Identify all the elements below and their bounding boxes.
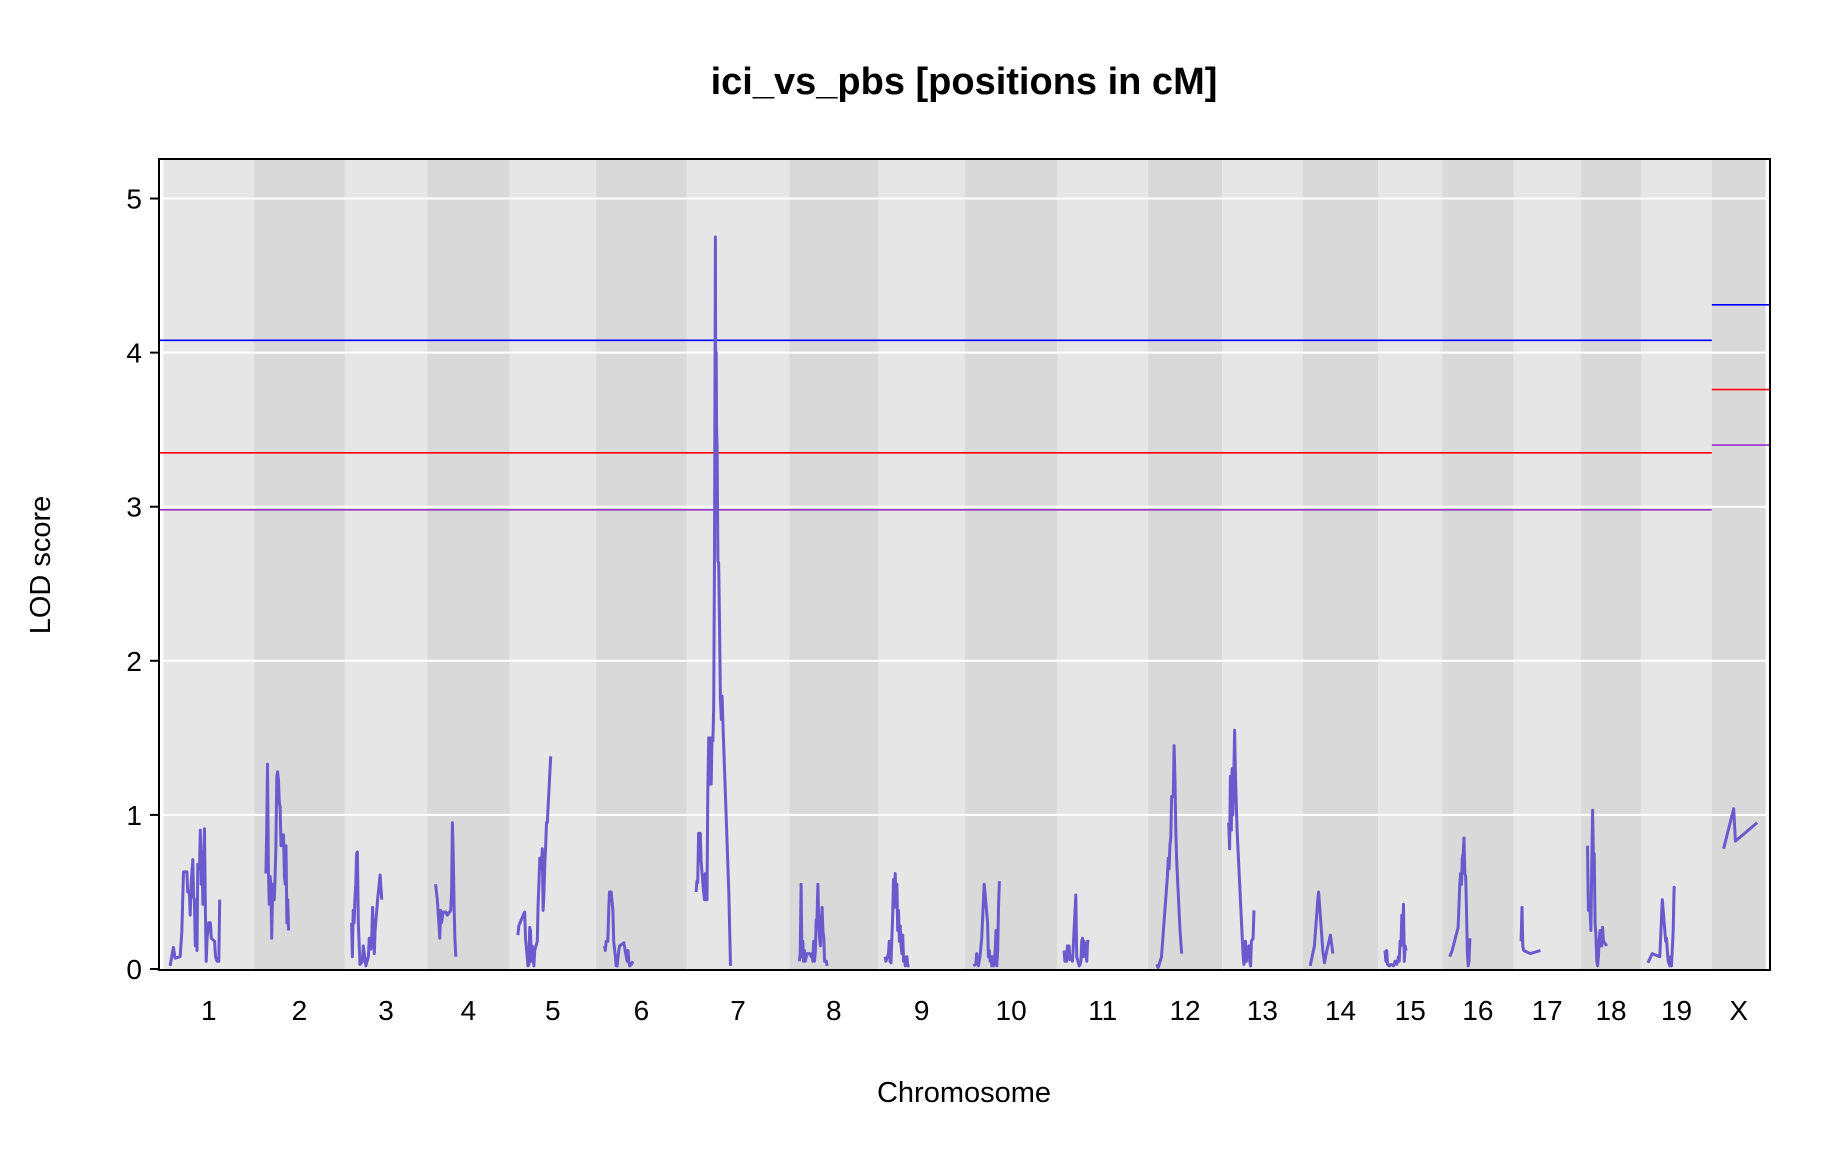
lod-curve-chr-1 (168, 827, 222, 967)
x-tick-label-9: 9 (914, 995, 930, 1026)
x-tick-label-13: 13 (1247, 995, 1278, 1026)
chart-title: ici_vs_pbs [positions in cM] (711, 61, 1218, 103)
x-tick-label-7: 7 (730, 995, 746, 1026)
chromosome-band-1 (163, 160, 255, 969)
chromosome-band-8 (789, 160, 879, 969)
y-tick-label: 0 (126, 954, 142, 985)
x-tick-label-14: 14 (1325, 995, 1356, 1026)
x-tick-label-8: 8 (826, 995, 842, 1026)
chromosome-band-16 (1442, 160, 1514, 969)
lod-curve-chr-19 (1646, 885, 1677, 968)
y-tick-label: 2 (126, 646, 142, 677)
chromosome-band-6 (596, 160, 687, 969)
y-tick-label: 3 (126, 492, 142, 523)
chromosome-band-17 (1513, 160, 1581, 969)
plot-frame (158, 158, 1771, 971)
lod-curve-chr-9 (883, 872, 910, 968)
x-tick-label-12: 12 (1169, 995, 1200, 1026)
lod-curve-chr-11 (1062, 893, 1090, 968)
x-axis-label: Chromosome (877, 1077, 1051, 1109)
chromosome-band-5 (509, 160, 597, 969)
lod-curve-chr-5 (516, 756, 553, 968)
lod-curve-chr-8 (797, 882, 829, 967)
chromosome-band-13 (1222, 160, 1303, 969)
chromosome-band-18 (1580, 160, 1642, 969)
lod-series (168, 235, 1759, 969)
chromosome-band-14 (1302, 160, 1379, 969)
x-tick-label-1: 1 (201, 995, 217, 1026)
chromosome-band-11 (1057, 160, 1149, 969)
x-tick-label-15: 15 (1395, 995, 1426, 1026)
chromosome-band-10 (964, 160, 1058, 969)
x-tick-label-2: 2 (292, 995, 308, 1026)
lod-curve-chr-13 (1227, 728, 1256, 968)
x-tick-label-16: 16 (1462, 995, 1493, 1026)
lod-curve-chr-12 (1155, 744, 1184, 969)
y-tick-label: 5 (126, 184, 142, 215)
lod-curve-chr-7 (694, 235, 732, 966)
x-tick-label-6: 6 (634, 995, 650, 1026)
lod-curve-chr-16 (1448, 836, 1472, 968)
chromosome-band-9 (878, 160, 965, 969)
x-axis-ticks: 1 2 3 4 5 6 7 8 9 10 11 12 13 14 15 16 17 18 19 X (201, 995, 1748, 1026)
lod-curve-chr-15 (1383, 902, 1408, 968)
chromosome-band-19 (1641, 160, 1712, 969)
chromosome-band-12 (1148, 160, 1223, 969)
lod-curve-chr-6 (603, 890, 635, 968)
x-tick-label-19: 19 (1661, 995, 1692, 1026)
x-tick-label-X: X (1729, 995, 1748, 1026)
y-tick-label: 1 (126, 800, 142, 831)
x-tick-label-10: 10 (996, 995, 1027, 1026)
chromosome-band-4 (427, 160, 510, 969)
x-tick-label-18: 18 (1595, 995, 1626, 1026)
lod-curve-chr-17 (1519, 905, 1541, 956)
threshold-lines (160, 304, 1769, 511)
lod-curve-chr-3 (350, 850, 384, 968)
x-tick-label-5: 5 (545, 995, 561, 1026)
y-axis-label: LOD score (25, 496, 57, 635)
x-tick-label-3: 3 (378, 995, 394, 1026)
chromosome-band-7 (686, 160, 790, 969)
chromosome-band-X (1711, 160, 1766, 969)
gridlines (160, 197, 1769, 816)
lod-curve-chr-18 (1586, 808, 1609, 968)
chromosome-band-15 (1378, 160, 1443, 969)
lod-curve-chr-4 (434, 821, 458, 957)
lod-curve-chr-14 (1308, 890, 1335, 967)
chromosome-band-3 (344, 160, 428, 969)
chromosome-bands (163, 160, 1766, 969)
lod-curve-chr-10 (972, 881, 1001, 968)
x-tick-label-17: 17 (1532, 995, 1563, 1026)
x-tick-label-11: 11 (1088, 995, 1117, 1026)
x-tick-label-4: 4 (461, 995, 477, 1026)
lod-curve-chr-X (1722, 807, 1759, 850)
y-tick-label: 4 (126, 338, 142, 369)
y-axis-ticks: 0 1 2 3 4 5 (126, 184, 160, 985)
lod-curve-chr-2 (264, 762, 291, 940)
